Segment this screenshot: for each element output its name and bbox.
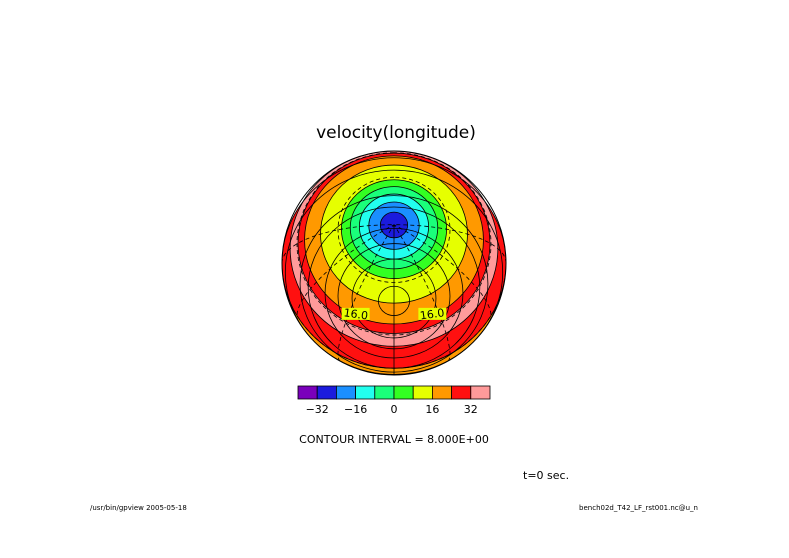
colorbar-tick-4: 32: [464, 403, 478, 416]
colorbar-tick-2: 0: [391, 403, 398, 416]
colorbar-cell-4: [374, 385, 395, 400]
meridian-5: [393, 224, 492, 322]
contour-label-1: 16.0: [419, 306, 445, 322]
colorbar-tick-1: −16: [344, 403, 367, 416]
colorbar-tick-3: 16: [425, 403, 439, 416]
globe: 16.0 16.0: [281, 150, 507, 376]
contour-label-bg-1: [418, 307, 447, 320]
contour-interval: CONTOUR INTERVAL = 8.000E+00: [299, 433, 489, 446]
footer-right: bench02d_T42_LF_rst001.nc@u_n: [579, 504, 698, 512]
chart-title: velocity(longitude): [316, 123, 476, 143]
colorbar-cell-7: [431, 385, 452, 400]
contour-label-0: 16.0: [343, 306, 369, 322]
colorbar: −32 −16 0 16 32: [297, 385, 491, 416]
meridian-1: [296, 224, 395, 322]
contour-label-bg-0: [341, 307, 370, 320]
colorbar-cell-6: [412, 385, 433, 400]
colorbar-cell-0: [297, 385, 318, 400]
globe-outline: [281, 150, 507, 376]
colorbar-cell-2: [335, 385, 356, 400]
colorbar-cell-9: [470, 385, 491, 400]
colorbar-cell-8: [451, 385, 472, 400]
meridian-0: [282, 224, 394, 264]
colorbar-cell-3: [355, 385, 376, 400]
footer-left: /usr/bin/gpview 2005-05-18: [90, 504, 187, 512]
meridian-6: [394, 224, 506, 264]
time-label: t=0 sec.: [523, 469, 569, 482]
colorbar-tick-0: −32: [306, 403, 329, 416]
colorbar-cell-1: [316, 385, 337, 400]
colorbar-cell-5: [393, 385, 414, 400]
